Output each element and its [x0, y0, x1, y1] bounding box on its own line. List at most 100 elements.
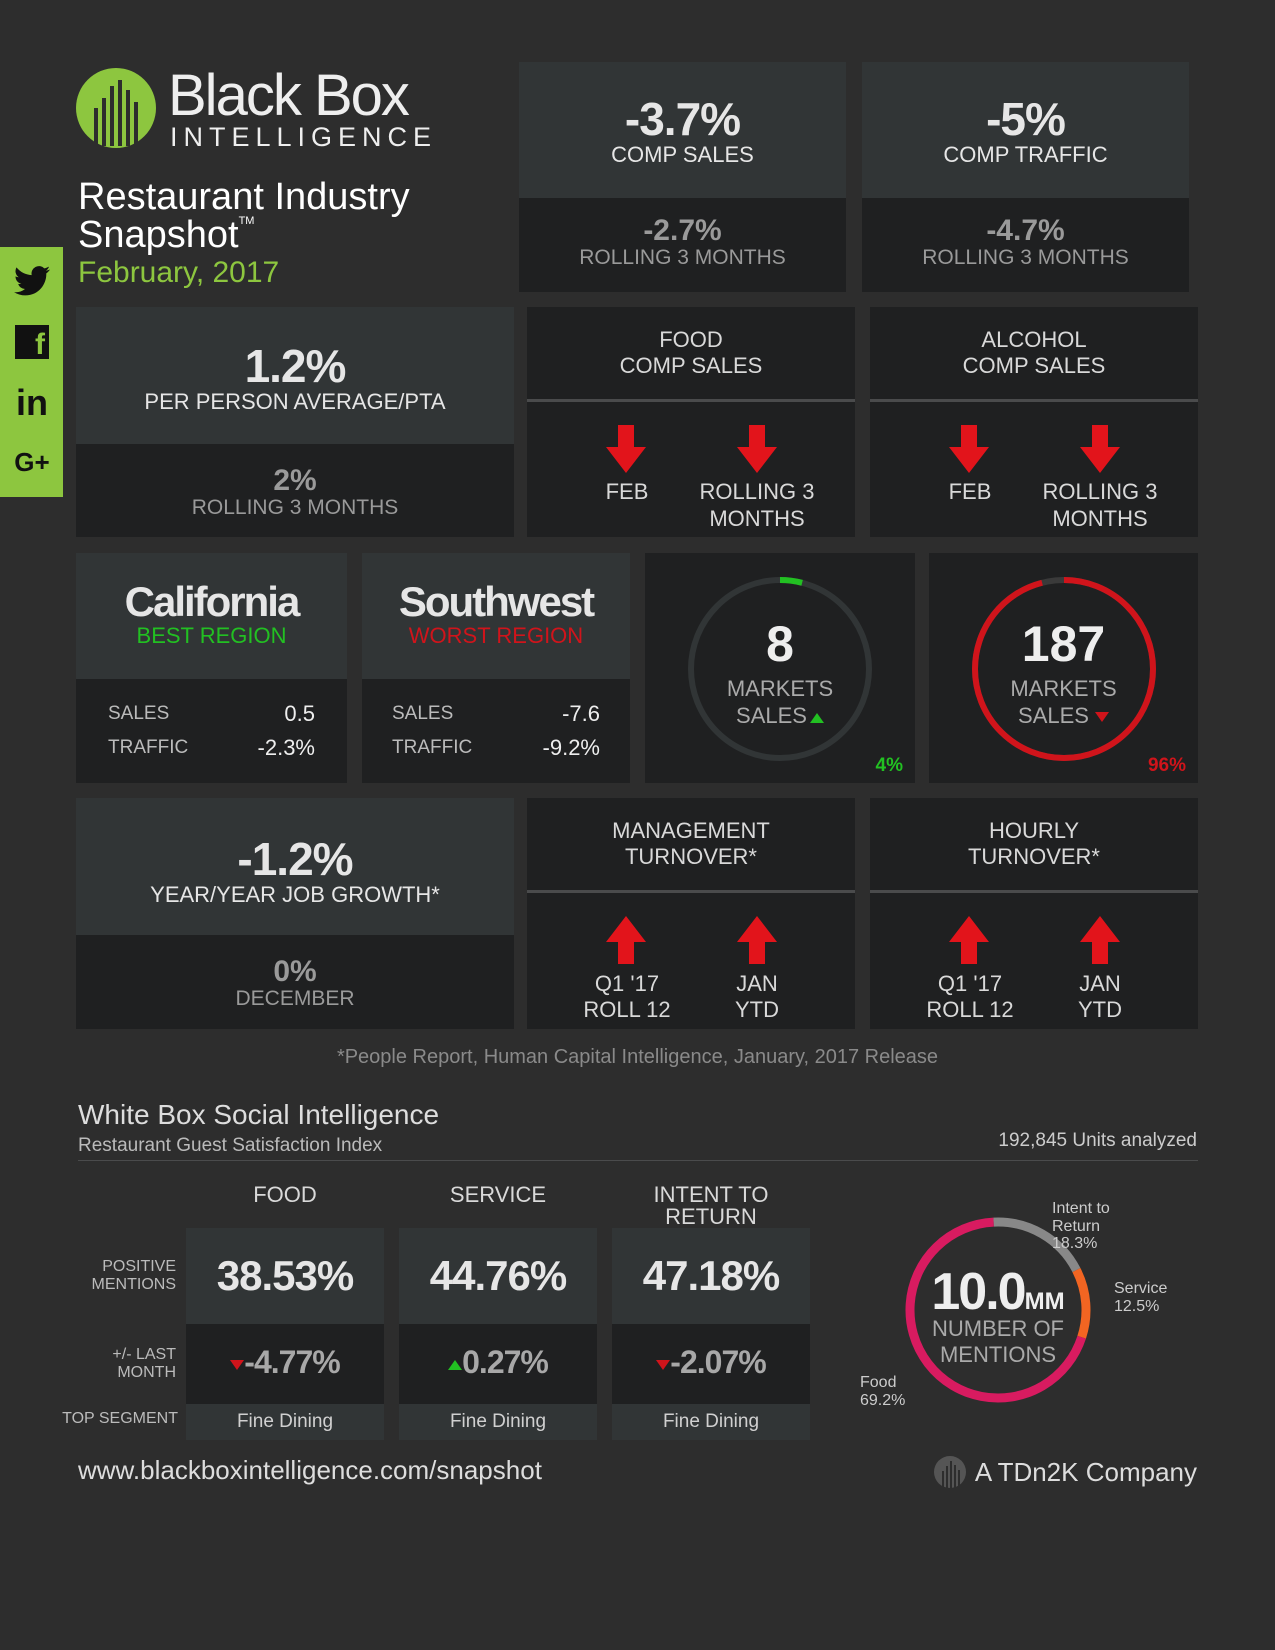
- comp-sales-rolling-label: ROLLING 3 MONTHS: [579, 246, 786, 269]
- title-line2: Snapshot: [78, 214, 239, 256]
- donut-center-label1: NUMBER OF: [932, 1316, 1064, 1341]
- facebook-glyph: f: [15, 325, 49, 361]
- arrow-down-icon: [737, 425, 777, 473]
- brand-name: Black Box: [168, 63, 410, 128]
- food-comp-right-label1: ROLLING 3: [699, 479, 815, 504]
- donut-label-food-name: Food: [860, 1374, 897, 1391]
- job-growth-sub-value: 0%: [273, 955, 317, 988]
- comp-traffic-rolling-card: -4.7% ROLLING 3 MONTHS: [862, 198, 1189, 292]
- donut-slice-service: [1072, 1268, 1091, 1339]
- comp-sales-card: -3.7% COMP SALES: [519, 62, 846, 198]
- col-food-change-wrap: -4.77%: [186, 1344, 384, 1381]
- comp-traffic-label: COMP TRAFFIC: [943, 142, 1108, 167]
- donut-center-label2: MENTIONS: [939, 1342, 1057, 1367]
- worst-traffic-label: TRAFFIC: [392, 737, 473, 758]
- donut-label-food: Food 69.2%: [860, 1374, 905, 1409]
- row-label-positive-2: MENTIONS: [91, 1276, 176, 1294]
- donut-slice-intent-to-return: [993, 1217, 1081, 1273]
- col-service-segment-cell: Fine Dining: [399, 1404, 597, 1440]
- comp-sales-rolling-card: -2.7% ROLLING 3 MONTHS: [519, 198, 846, 292]
- divider: [527, 399, 855, 402]
- mgmt-right1: JAN: [736, 971, 778, 996]
- social-bar: f in G+: [0, 247, 63, 497]
- footer-url[interactable]: www.blackboxintelligence.com/snapshot: [78, 1455, 542, 1485]
- arrow-down-icon: [949, 425, 989, 473]
- ppa-label: PER PERSON AVERAGE/PTA: [144, 389, 446, 414]
- title-date: February, 2017: [78, 256, 280, 289]
- arrow-up-icon: [949, 916, 989, 964]
- col-service-header: SERVICE: [399, 1184, 597, 1206]
- best-region-stats: SALES 0.5 TRAFFIC -2.3%: [76, 679, 347, 783]
- markets-down-line2: SALES: [1018, 703, 1089, 728]
- markets-down-ring: [972, 577, 1156, 761]
- col-intent-positive-cell: 47.18%: [612, 1228, 810, 1324]
- best-region-card: California BEST REGION: [76, 553, 347, 679]
- col-service-header1: SERVICE: [449, 1182, 547, 1207]
- brand-subname: INTELLIGENCE: [170, 122, 438, 152]
- worst-traffic-value: -9.2%: [542, 735, 600, 760]
- col-food-segment-cell: Fine Dining: [186, 1404, 384, 1440]
- ppa-rolling-value: 2%: [273, 464, 317, 497]
- markets-down-line1: MARKETS: [1010, 676, 1117, 701]
- hourly-turnover-card: HOURLY TURNOVER* Q1 '17 ROLL 12 JAN YTD: [870, 798, 1198, 1029]
- brand-logo[interactable]: Black Box INTELLIGENCE: [76, 63, 446, 153]
- markets-up-card: 8 MARKETS SALES 4%: [645, 553, 915, 783]
- social-section-title: White Box Social Intelligence: [78, 1099, 440, 1130]
- markets-up-line1: MARKETS: [726, 676, 834, 701]
- hourly-title1: HOURLY: [988, 818, 1080, 843]
- col-intent-header1: INTENT TO: [653, 1182, 769, 1207]
- section-divider: [78, 1160, 1198, 1161]
- mgmt-turnover-card: MANAGEMENT TURNOVER* Q1 '17 ROLL 12 JAN …: [527, 798, 855, 1029]
- job-growth-sub-card: 0% DECEMBER: [76, 935, 514, 1029]
- facebook-icon[interactable]: f: [12, 322, 52, 362]
- col-service-segment: Fine Dining: [449, 1411, 547, 1432]
- col-food-header1: FOOD: [253, 1182, 317, 1207]
- triangle-down-icon: [230, 1359, 245, 1370]
- markets-up-value: 8: [766, 616, 794, 672]
- triangle-up-icon: [448, 1359, 463, 1370]
- comp-traffic-rolling-label: ROLLING 3 MONTHS: [922, 246, 1129, 269]
- alcohol-comp-left-label: FEB: [948, 479, 992, 504]
- best-sales-value: 0.5: [284, 701, 315, 726]
- donut-center: 10.0MM: [898, 1262, 1098, 1322]
- best-traffic-value: -2.3%: [257, 735, 315, 760]
- donut-center-unit: MM: [1024, 1288, 1065, 1315]
- food-comp-title2: COMP SALES: [619, 353, 763, 379]
- tdn2k-logo-icon: [933, 1456, 966, 1488]
- arrow-down-icon: [606, 425, 646, 473]
- mgmt-title1: MANAGEMENT: [612, 818, 770, 843]
- col-intent-header2: RETURN: [665, 1204, 757, 1229]
- donut-center-value: 10.0: [931, 1263, 1026, 1321]
- linkedin-icon[interactable]: in: [16, 382, 48, 423]
- food-comp-right-label2: MONTHS: [709, 506, 805, 531]
- mgmt-left1: Q1 '17: [594, 971, 660, 996]
- comp-sales-rolling-value: -2.7%: [643, 214, 722, 247]
- donut-label-service-name: Service: [1114, 1280, 1168, 1297]
- best-region-label: BEST REGION: [136, 623, 287, 648]
- arrow-up-icon: [1080, 916, 1120, 964]
- divider: [870, 890, 1198, 893]
- donut-slice-food: [905, 1217, 1086, 1403]
- googleplus-icon[interactable]: G+: [14, 446, 50, 477]
- twitter-icon[interactable]: [12, 261, 52, 301]
- row-label-change-1: +/- LAST: [112, 1346, 176, 1363]
- mgmt-left2: ROLL 12: [583, 997, 671, 1022]
- col-food-change: -4.77%: [244, 1344, 340, 1380]
- ring-progress: [972, 577, 1156, 761]
- markets-down-value: 187: [1021, 616, 1106, 672]
- comp-traffic-value: -5%: [986, 93, 1066, 145]
- page-title: Restaurant Industry SnapshotTM February,…: [78, 178, 498, 290]
- mgmt-title2: TURNOVER*: [624, 844, 757, 870]
- hourly-left2: ROLL 12: [926, 997, 1014, 1022]
- col-food-change-cell: -4.77%: [186, 1324, 384, 1404]
- donut-label-intent-name: Intent to Return: [1052, 1200, 1110, 1235]
- worst-sales-value: -7.6: [562, 701, 600, 726]
- row-label-change-2: MONTH: [117, 1364, 176, 1382]
- row-label-change: +/- LAST MONTH: [40, 1346, 176, 1383]
- col-service-positive-cell: 44.76%: [399, 1228, 597, 1324]
- alcohol-comp-title1: ALCOHOL: [981, 327, 1087, 352]
- markets-up-ring: [688, 577, 872, 761]
- footnote: *People Report, Human Capital Intelligen…: [336, 1046, 939, 1068]
- job-growth-sub-label: DECEMBER: [235, 987, 355, 1010]
- divider: [527, 890, 855, 893]
